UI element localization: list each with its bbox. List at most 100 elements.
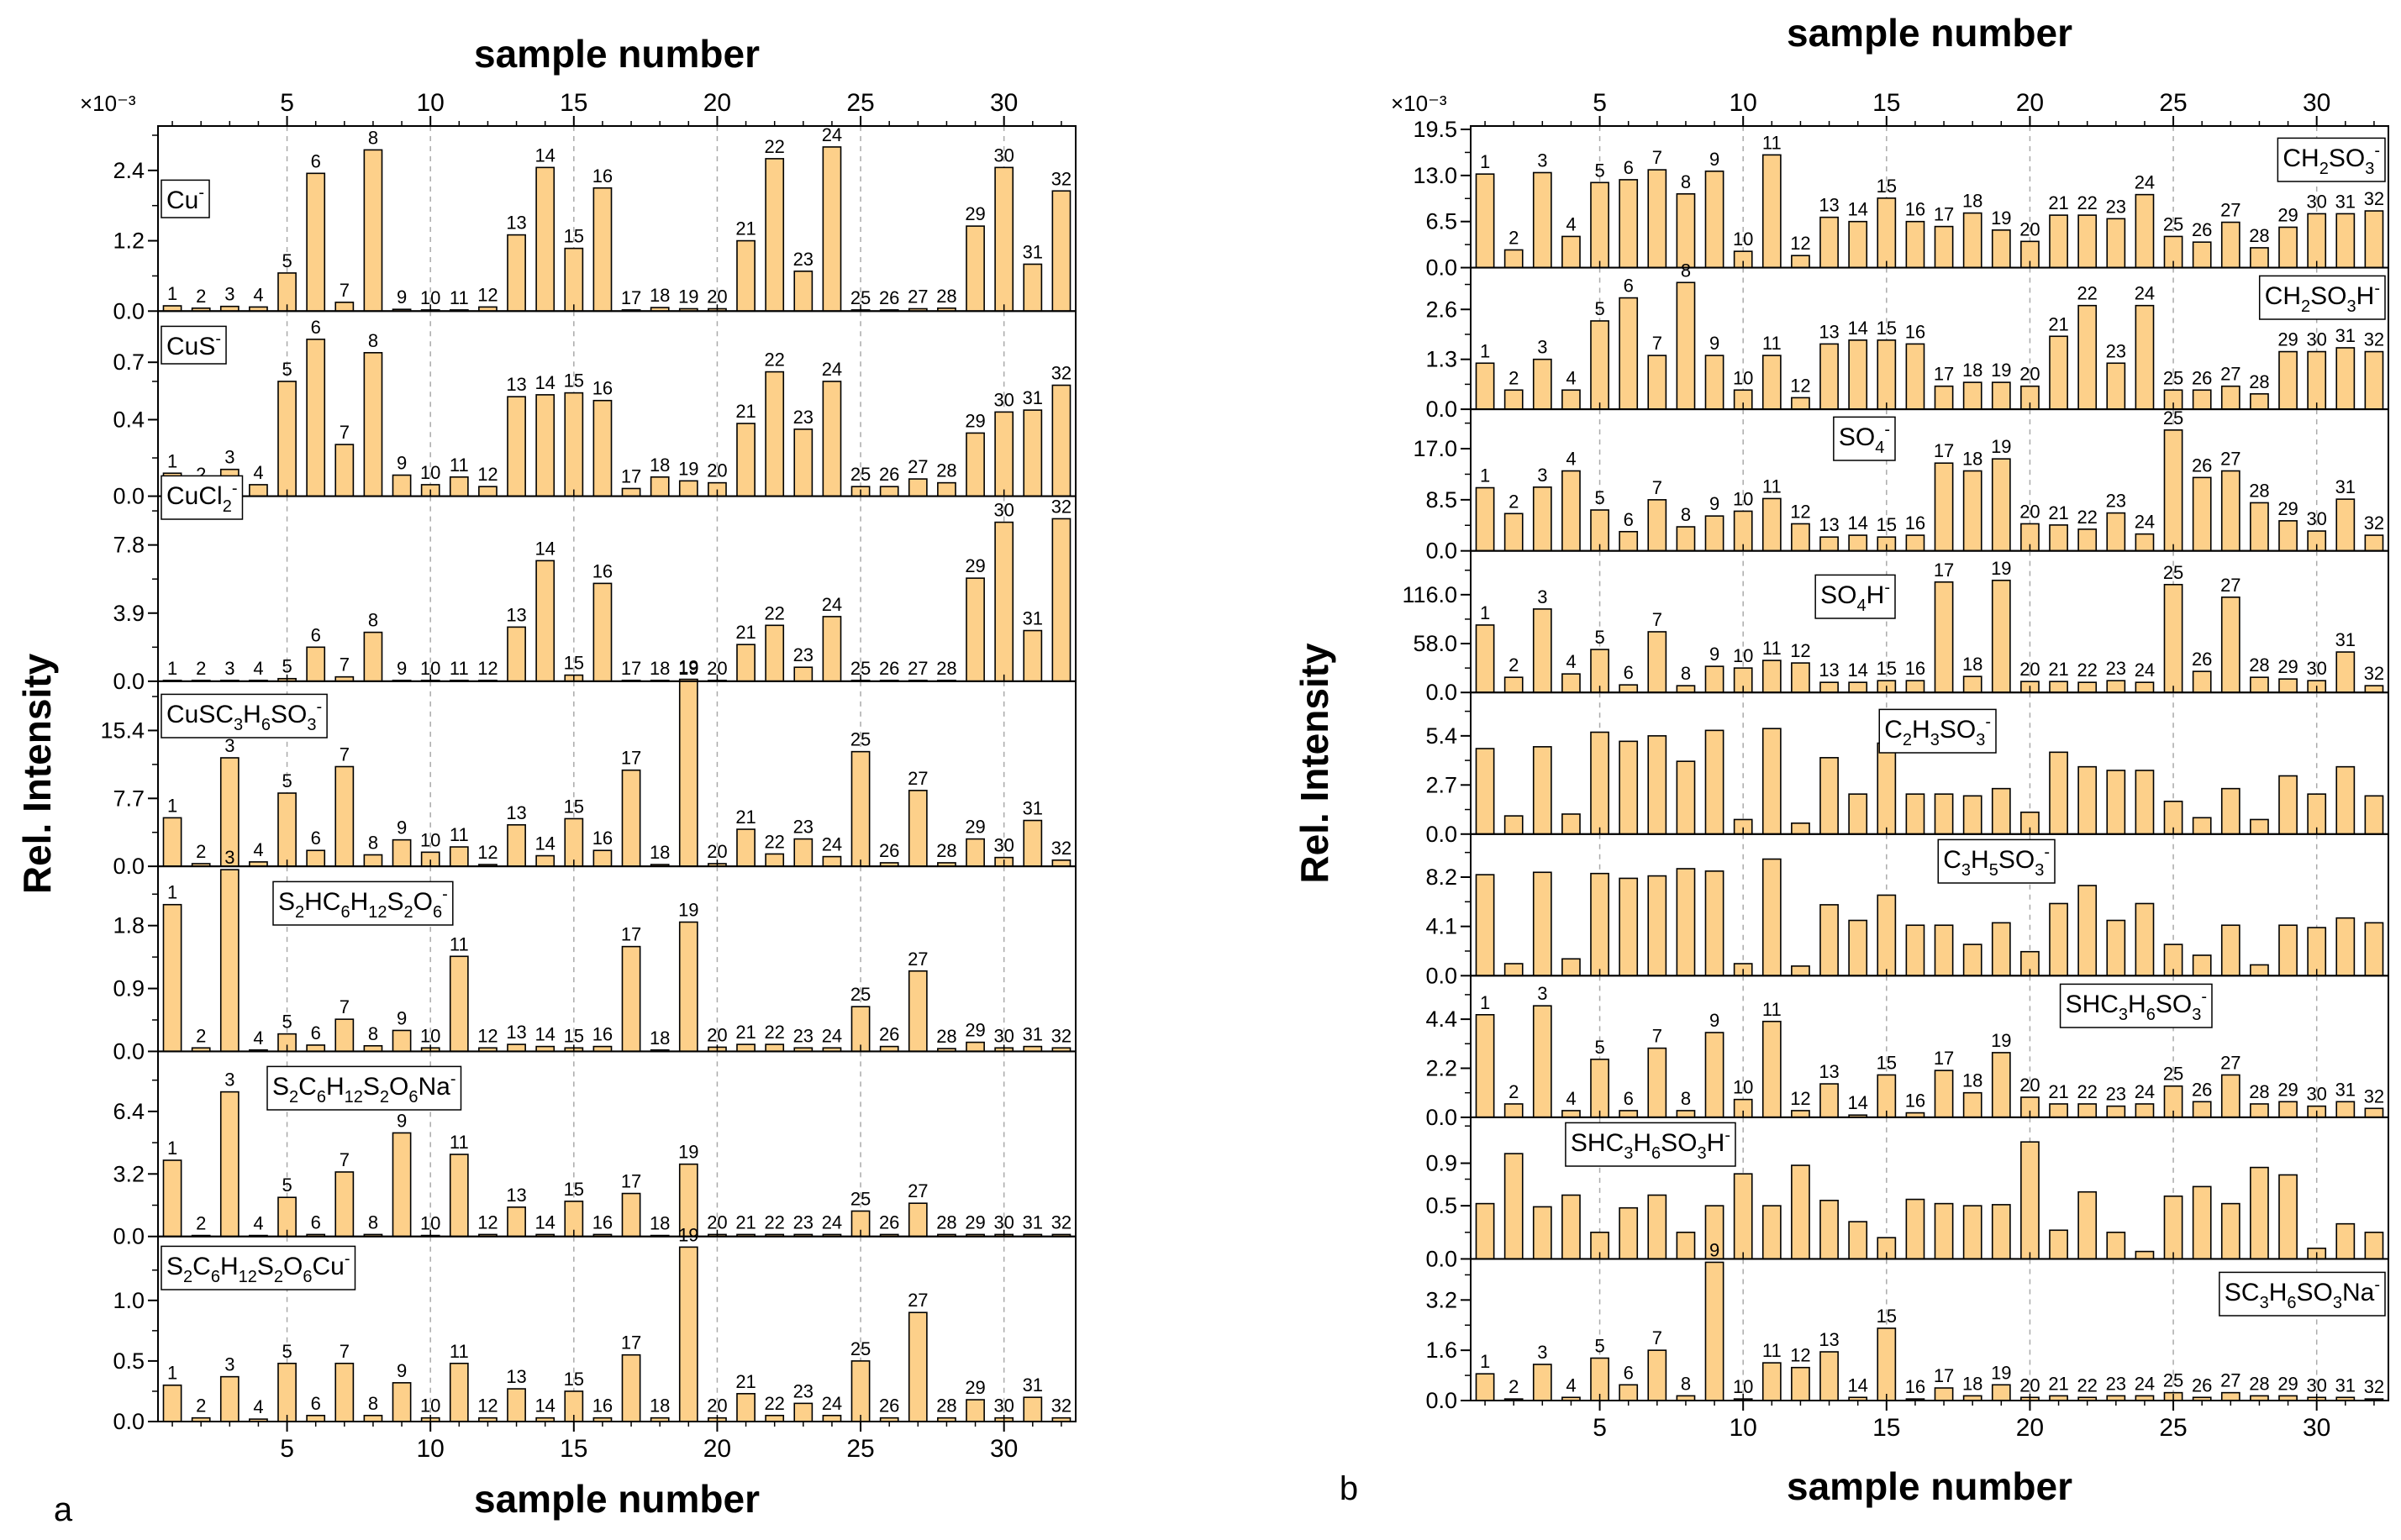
bar-b-9-6 — [1619, 1384, 1639, 1401]
bar-b-6-14 — [1848, 919, 1868, 977]
bar-number-label: 23 — [2106, 658, 2126, 679]
bar-number-label: 14 — [534, 372, 555, 393]
scale-label: ×10⁻³ — [80, 91, 136, 116]
bar-number-label: 1 — [1480, 465, 1490, 486]
bar-a-5-11 — [449, 955, 469, 1053]
bar-b-3-21 — [2049, 524, 2068, 552]
bar-b-6-5 — [1590, 872, 1609, 977]
bar-number-label: 18 — [650, 842, 670, 863]
bar-b-2-9 — [1704, 355, 1724, 410]
bar-a-4-7 — [334, 765, 355, 867]
bar-b-3-7 — [1647, 499, 1667, 552]
series-label: CuSC3H6SO3- — [166, 697, 322, 734]
series-label-box: S2HC6H12S2O6- — [272, 880, 454, 926]
bar-number-label: 25 — [850, 1338, 871, 1359]
bar-number-label: 27 — [2220, 449, 2240, 470]
bar-number-label: 12 — [1790, 375, 1810, 396]
bar-b-4-11 — [1761, 660, 1782, 694]
y-tick-label: 0.0 — [1425, 1105, 1457, 1130]
x-tick-label: 15 — [560, 1435, 587, 1463]
y-tick-label: 15.4 — [100, 717, 145, 743]
bar-number-label: 23 — [2106, 340, 2126, 361]
bar-number-label: 12 — [1790, 640, 1810, 661]
bar-b-3-32 — [2364, 534, 2384, 552]
bar-number-label: 25 — [850, 464, 871, 485]
bar-b-8-1 — [1475, 1202, 1495, 1260]
y-tick-label: 3.2 — [1425, 1287, 1457, 1312]
bar-a-3-24 — [822, 616, 842, 682]
bar-b-6-11 — [1761, 858, 1782, 977]
bar-a-1-29 — [966, 225, 985, 313]
bar-b-9-19 — [1991, 1384, 2011, 1401]
series-label: SC3H6SO3Na- — [2225, 1275, 2380, 1312]
bar-b-4-4 — [1561, 673, 1581, 694]
bar-number-label: 19 — [1991, 436, 2011, 457]
bar-a-4-11 — [449, 846, 469, 867]
bar-b-7-29 — [2278, 1101, 2298, 1118]
y-tick-label: 0.0 — [113, 1038, 145, 1064]
bar-number-label: 15 — [1877, 658, 1897, 679]
bar-number-label: 11 — [1762, 476, 1782, 497]
bar-number-label: 28 — [936, 840, 956, 861]
bar-b-6-16 — [1905, 924, 1925, 977]
bar-b-8-17 — [1934, 1202, 1954, 1260]
y-tick-label: 4.1 — [1425, 914, 1457, 939]
bar-number-label: 4 — [1566, 1374, 1576, 1395]
bar-b-4-2 — [1503, 676, 1524, 694]
subplot-frame — [157, 495, 1077, 682]
bar-b-7-4 — [1561, 1110, 1581, 1118]
bar-number-label: 2 — [196, 1213, 206, 1234]
bar-b-1-6 — [1619, 179, 1639, 269]
bar-a-1-7 — [334, 302, 355, 313]
top-x-tick-label: 10 — [1730, 89, 1757, 117]
bar-a-7-31 — [1023, 1396, 1043, 1422]
bar-b-3-27 — [2220, 470, 2240, 552]
bar-number-label: 11 — [450, 824, 469, 845]
bar-a-2-5 — [277, 381, 297, 497]
bar-number-label: 31 — [2335, 476, 2356, 497]
bar-number-label: 7 — [340, 654, 350, 675]
bar-b-7-26 — [2192, 1101, 2212, 1118]
bar-number-label: 20 — [707, 460, 727, 481]
series-label: S2C6H12S2O6Cu- — [166, 1249, 350, 1286]
bar-number-label: 16 — [592, 166, 613, 187]
bar-number-label: 2 — [196, 841, 206, 862]
bar-number-label: 29 — [2277, 329, 2298, 350]
bar-a-7-8 — [363, 1414, 383, 1422]
bar-a-3-21 — [736, 644, 756, 682]
bar-number-label: 24 — [822, 834, 842, 855]
bar-number-label: 11 — [450, 658, 469, 679]
bar-b-6-1 — [1475, 874, 1495, 977]
bar-b-3-11 — [1761, 497, 1782, 552]
bar-number-label: 7 — [340, 996, 350, 1017]
bar-b-7-24 — [2135, 1103, 2155, 1118]
bar-number-label: 7 — [1652, 147, 1662, 168]
bar-b-3-3 — [1532, 486, 1552, 552]
scale-label: ×10⁻³ — [1391, 91, 1447, 116]
bar-b-4-27 — [2220, 597, 2240, 694]
bar-number-label: 19 — [1991, 558, 2011, 579]
bar-b-1-17 — [1934, 225, 1954, 269]
bar-number-label: 30 — [993, 145, 1014, 166]
bar-number-label: 4 — [1566, 651, 1576, 672]
bar-number-label: 7 — [1652, 477, 1662, 498]
bar-number-label: 5 — [1594, 627, 1604, 648]
bar-number-label: 12 — [477, 1212, 498, 1233]
bar-b-2-6 — [1619, 297, 1639, 410]
y-tick-label: 4.4 — [1425, 1007, 1457, 1032]
bar-number-label: 13 — [1819, 660, 1839, 681]
bar-b-8-8 — [1676, 1231, 1696, 1260]
bar-number-label: 9 — [1709, 333, 1719, 354]
bar-a-1-13 — [507, 234, 526, 313]
top-x-axis-title: sample number — [474, 32, 760, 76]
bar-b-4-3 — [1532, 608, 1552, 694]
bar-number-label: 20 — [2019, 1374, 2040, 1395]
y-tick-label: 0.0 — [113, 298, 145, 323]
bar-b-2-30 — [2307, 350, 2327, 410]
bar-number-label: 8 — [1681, 1373, 1691, 1394]
bar-b-7-8 — [1676, 1110, 1696, 1118]
y-tick-label: 6.5 — [1425, 209, 1457, 234]
bar-number-label: 20 — [2019, 364, 2040, 385]
bar-b-2-18 — [1962, 381, 1982, 410]
y-tick-label: 0.0 — [113, 1409, 145, 1434]
